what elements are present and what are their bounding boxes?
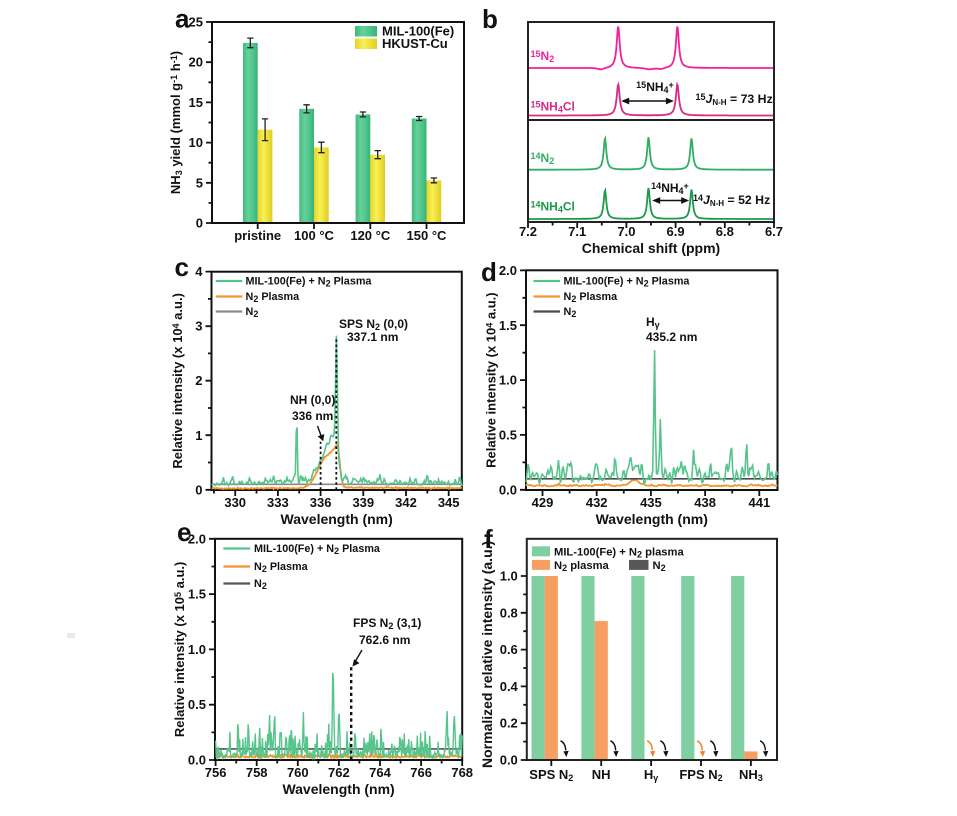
svg-text:333: 333: [267, 495, 289, 510]
svg-text:120 °C: 120 °C: [350, 228, 391, 243]
svg-text:758: 758: [246, 765, 268, 780]
svg-text:0.6: 0.6: [500, 642, 518, 657]
svg-text:N2: N2: [246, 306, 259, 319]
svg-text:FPS N2 (3,1): FPS N2 (3,1): [353, 616, 421, 631]
svg-text:5: 5: [196, 175, 203, 190]
svg-text:766: 766: [410, 765, 432, 780]
svg-text:N2 plasma: N2 plasma: [554, 560, 610, 573]
svg-text:N2: N2: [564, 306, 577, 319]
svg-text:0: 0: [195, 482, 202, 497]
svg-text:e: e: [177, 517, 191, 547]
svg-text:0: 0: [196, 216, 203, 231]
svg-text:Chemical shift (ppm): Chemical shift (ppm): [582, 240, 720, 256]
svg-text:1.5: 1.5: [499, 318, 517, 333]
svg-text:pristine: pristine: [234, 228, 281, 243]
svg-text:MIL-100(Fe) + N2 Plasma: MIL-100(Fe) + N2 Plasma: [254, 543, 381, 556]
svg-text:Relative intensity (x 104 a.u.: Relative intensity (x 104 a.u.): [170, 293, 185, 469]
svg-text:N2: N2: [254, 578, 267, 591]
svg-text:NH3: NH3: [739, 767, 763, 783]
svg-text:0.4: 0.4: [500, 679, 519, 694]
svg-text:a: a: [175, 4, 190, 34]
svg-text:435.2 nm: 435.2 nm: [646, 330, 697, 344]
svg-text:SPS N2 (0,0): SPS N2 (0,0): [339, 317, 408, 332]
svg-text:100 °C: 100 °C: [294, 228, 335, 243]
svg-text:4: 4: [195, 264, 203, 279]
svg-text:1.5: 1.5: [188, 587, 206, 602]
svg-text:1.0: 1.0: [499, 373, 517, 388]
svg-text:15: 15: [189, 95, 203, 110]
svg-text:NH: NH: [592, 767, 611, 782]
svg-text:Relative intensity (x 104 a.u.: Relative intensity (x 104 a.u.): [484, 292, 499, 468]
svg-text:FPS N2: FPS N2: [679, 767, 722, 783]
svg-text:7.0: 7.0: [617, 224, 635, 239]
svg-text:339: 339: [352, 495, 374, 510]
svg-text:SPS N2: SPS N2: [529, 767, 573, 783]
svg-text:Relative intensity (x 105 a.u.: Relative intensity (x 105 a.u.): [172, 562, 187, 738]
svg-text:0.5: 0.5: [499, 427, 517, 442]
svg-text:0.0: 0.0: [188, 753, 206, 768]
svg-text:762: 762: [328, 765, 350, 780]
svg-text:429: 429: [532, 495, 554, 510]
svg-text:0.8: 0.8: [500, 605, 518, 620]
svg-text:6.8: 6.8: [716, 224, 734, 239]
svg-text:N2 Plasma: N2 Plasma: [254, 561, 309, 574]
svg-text:435: 435: [640, 495, 662, 510]
svg-text:764: 764: [369, 765, 391, 780]
svg-text:N2 Plasma: N2 Plasma: [246, 291, 301, 304]
svg-text:345: 345: [438, 495, 460, 510]
svg-text:7.2: 7.2: [519, 224, 537, 239]
svg-text:c: c: [175, 252, 189, 282]
svg-text:6.9: 6.9: [667, 224, 685, 239]
svg-text:MIL-100(Fe) + N2 Plasma: MIL-100(Fe) + N2 Plasma: [564, 276, 691, 289]
svg-text:Wavelength (nm): Wavelength (nm): [282, 781, 394, 797]
svg-text:NH3 yield (mmol g-1 h-1): NH3 yield (mmol g-1 h-1): [168, 51, 184, 194]
svg-text:330: 330: [224, 495, 246, 510]
svg-text:NH (0,0): NH (0,0): [290, 393, 335, 407]
svg-text:438: 438: [694, 495, 716, 510]
svg-text:441: 441: [748, 495, 770, 510]
svg-text:d: d: [481, 257, 497, 287]
svg-text:0.0: 0.0: [500, 753, 518, 768]
svg-text:2.0: 2.0: [499, 263, 517, 278]
svg-text:762.6 nm: 762.6 nm: [359, 633, 410, 647]
svg-text:1.0: 1.0: [500, 569, 518, 584]
svg-text:756: 756: [205, 765, 227, 780]
svg-text:10: 10: [189, 135, 203, 150]
svg-text:MIL-100(Fe): MIL-100(Fe): [382, 24, 454, 39]
svg-text:25: 25: [189, 15, 203, 30]
svg-text:7.1: 7.1: [568, 224, 586, 239]
svg-text:Normalized relative intensity: Normalized relative intensity (a.u.): [479, 541, 495, 768]
svg-text:1.0: 1.0: [188, 642, 206, 657]
svg-text:14JN-H = 52 Hz: 14JN-H = 52 Hz: [693, 193, 770, 208]
svg-text:b: b: [482, 4, 498, 34]
svg-text:Wavelength (nm): Wavelength (nm): [281, 511, 393, 527]
svg-text:15JN-H = 73 Hz: 15JN-H = 73 Hz: [696, 92, 773, 107]
svg-text:3: 3: [195, 319, 202, 334]
svg-text:432: 432: [586, 495, 608, 510]
svg-text:0.2: 0.2: [500, 716, 518, 731]
svg-text:336 nm: 336 nm: [292, 409, 333, 423]
svg-text:14NH4Cl: 14NH4Cl: [531, 199, 575, 215]
svg-text:2: 2: [195, 373, 202, 388]
svg-text:f: f: [484, 524, 493, 554]
svg-text:N2: N2: [653, 560, 666, 573]
svg-text:342: 342: [395, 495, 417, 510]
svg-text:N2 Plasma: N2 Plasma: [564, 291, 619, 304]
svg-text:0.5: 0.5: [188, 697, 206, 712]
svg-text:MIL-100(Fe) + N2 Plasma: MIL-100(Fe) + N2 Plasma: [246, 276, 373, 289]
svg-text:0.0: 0.0: [499, 482, 517, 497]
svg-text:15NH4Cl: 15NH4Cl: [531, 99, 575, 115]
svg-text:760: 760: [287, 765, 309, 780]
svg-text:1: 1: [195, 428, 202, 443]
svg-text:2.0: 2.0: [188, 531, 206, 546]
svg-text:20: 20: [189, 55, 203, 70]
svg-text:150 °C: 150 °C: [407, 228, 448, 243]
svg-text:HKUST-Cu: HKUST-Cu: [382, 36, 448, 51]
svg-text:6.7: 6.7: [765, 224, 783, 239]
svg-text:336: 336: [310, 495, 332, 510]
svg-text:MIL-100(Fe) + N2 plasma: MIL-100(Fe) + N2 plasma: [554, 546, 684, 559]
svg-text:Wavelength (nm): Wavelength (nm): [596, 511, 708, 527]
svg-text:337.1 nm: 337.1 nm: [347, 330, 398, 344]
svg-text:768: 768: [451, 765, 473, 780]
